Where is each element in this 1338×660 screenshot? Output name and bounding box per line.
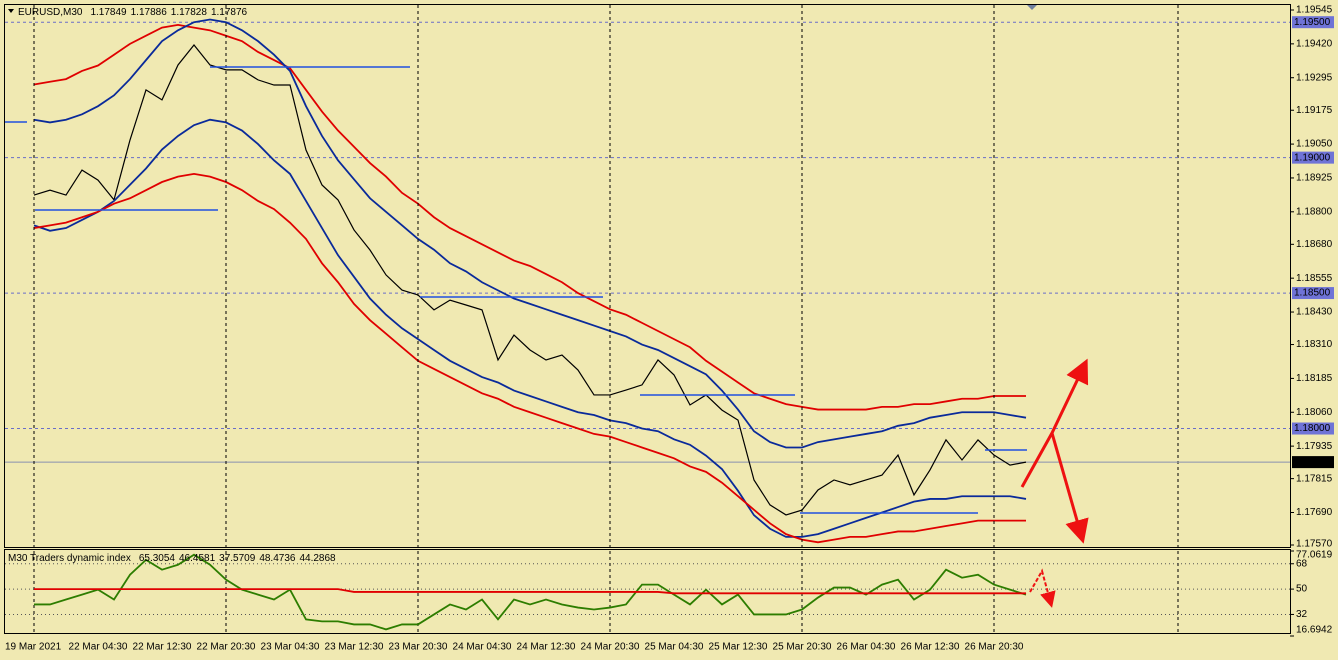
- x-tick-label: 19 Mar 2021: [5, 642, 62, 653]
- level-label-box: [1292, 422, 1334, 435]
- y-tick-label: 50: [1296, 584, 1308, 595]
- panel-header: EURUSD,M30 1.17849 1.17886 1.17828 1.17876: [18, 7, 248, 18]
- y-tick-label: 1.17690: [1296, 507, 1333, 518]
- header-value: 1.17849: [90, 7, 127, 18]
- y-tick-label: 1.17935: [1296, 441, 1333, 452]
- plot-layer: EURUSD,M30 1.17849 1.17886 1.17828 1.17876 1.…: [5, 5, 1334, 653]
- y-tick-label: 32: [1296, 609, 1308, 620]
- x-tick-label: 23 Mar 04:30: [261, 642, 320, 653]
- indicator-arrow: [1029, 568, 1056, 608]
- y-tick-label: 1.18800: [1296, 206, 1333, 217]
- x-tick-label: 24 Mar 12:30: [517, 642, 576, 653]
- y-tick-label: 1.18555: [1296, 273, 1333, 284]
- current-price-label: 1.17876: [1294, 457, 1331, 468]
- panel: [5, 18, 1290, 544]
- x-tick-label: 23 Mar 20:30: [389, 642, 448, 653]
- level-label-box: [1292, 16, 1334, 29]
- y-tick-label: 68: [1296, 558, 1308, 569]
- x-tick-label: 22 Mar 20:30: [197, 642, 256, 653]
- y-tick-label: 1.18310: [1296, 339, 1333, 350]
- y-tick-label: 16.6942: [1296, 625, 1333, 636]
- x-tick-label: 22 Mar 04:30: [69, 642, 128, 653]
- forecast-arrows: [1020, 358, 1089, 608]
- level-label: 1.18000: [1294, 423, 1331, 434]
- y-tick-label: 1.18430: [1296, 307, 1333, 318]
- y-tick-label: 1.18680: [1296, 239, 1333, 250]
- x-tick-label: 23 Mar 12:30: [325, 642, 384, 653]
- current-price-box: [1292, 456, 1334, 469]
- level-label: 1.19000: [1294, 152, 1331, 163]
- panel-header: M30 Traders dynamic index 65.3054 46.4581 3…: [8, 553, 336, 564]
- y-tick-label: 1.18925: [1296, 173, 1333, 184]
- shift-marker: [1027, 5, 1037, 10]
- panel-title: EURUSD,M30: [18, 7, 83, 18]
- y-tick-label: 1.19420: [1296, 39, 1333, 50]
- series-line: [33, 118, 1027, 538]
- level-label: 1.18500: [1294, 288, 1331, 299]
- x-tick-label: 26 Mar 12:30: [901, 642, 960, 653]
- series-line: [33, 23, 1026, 411]
- x-tick-label: 24 Mar 04:30: [453, 642, 512, 653]
- y-tick-label: 77.0619: [1296, 550, 1333, 561]
- x-tick-label: 25 Mar 20:30: [773, 642, 832, 653]
- x-tick-label: 25 Mar 12:30: [709, 642, 768, 653]
- y-tick-label: 1.17815: [1296, 473, 1333, 484]
- panel-title: M30 Traders dynamic index: [8, 553, 131, 564]
- y-tick-label: 1.18185: [1296, 373, 1333, 384]
- menu-triangle: [8, 9, 14, 13]
- y-tick-label: 1.19175: [1296, 105, 1333, 116]
- x-tick-label: 26 Mar 20:30: [965, 642, 1024, 653]
- y-tick-label: 1.19050: [1296, 139, 1333, 150]
- annotations: [5, 66, 1027, 514]
- series-line: [33, 172, 1026, 544]
- header-value: 48.4736: [259, 553, 296, 564]
- header-value: 1.17828: [171, 7, 208, 18]
- series-line: [33, 18, 1027, 449]
- y-tick-label: 1.19545: [1296, 5, 1333, 16]
- main-frame: [4, 4, 1291, 548]
- header-value: 37.5709: [219, 553, 256, 564]
- level-label-box: [1292, 151, 1334, 164]
- down-arrow: [1050, 432, 1089, 544]
- y-tick-label: 1.19295: [1296, 72, 1333, 83]
- series-line: [34, 553, 1027, 631]
- level-label-box: [1292, 287, 1334, 300]
- panel: [5, 553, 1290, 631]
- indicator-frame: [4, 549, 1291, 634]
- header-value: 65.3054: [139, 553, 176, 564]
- x-tick-label: 24 Mar 20:30: [581, 642, 640, 653]
- header-value: 44.2868: [299, 553, 336, 564]
- x-tick-label: 26 Mar 04:30: [837, 642, 896, 653]
- header-value: 46.4581: [179, 553, 216, 564]
- y-tick-label: 1.17570: [1296, 539, 1333, 550]
- header-value: 1.17876: [211, 7, 248, 18]
- x-tick-label: 22 Mar 12:30: [133, 642, 192, 653]
- series-line: [33, 43, 1027, 516]
- series-line: [34, 588, 1026, 595]
- x-tick-label: 25 Mar 04:30: [645, 642, 704, 653]
- header-value: 1.17886: [131, 7, 168, 18]
- y-tick-label: 1.18060: [1296, 407, 1333, 418]
- level-label: 1.19500: [1294, 17, 1331, 28]
